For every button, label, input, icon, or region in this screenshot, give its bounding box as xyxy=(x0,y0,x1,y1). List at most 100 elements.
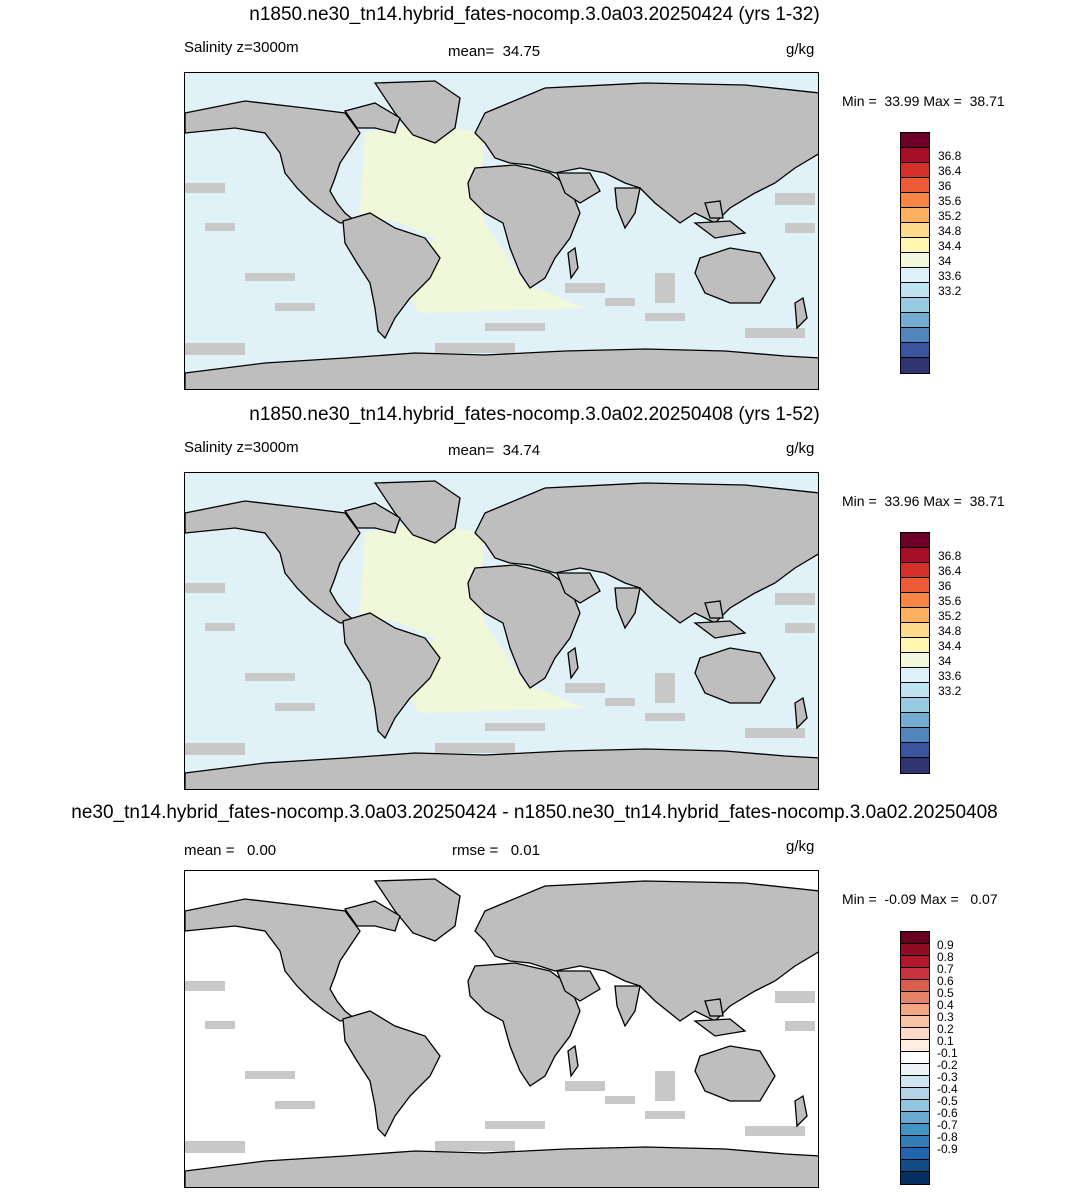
shallow-shelf-patch xyxy=(745,328,805,338)
land-mass xyxy=(185,1146,818,1187)
colorbar-tick-label: -0.3 xyxy=(937,1070,958,1084)
colorbar-tick-label: -0.7 xyxy=(937,1118,958,1132)
colorbar-swatch xyxy=(901,608,929,623)
colorbar-tick-label: 36 xyxy=(938,579,952,593)
colorbar-swatch xyxy=(901,623,929,638)
colorbar-tick-label: -0.8 xyxy=(937,1130,958,1144)
colorbar-swatch xyxy=(901,283,929,298)
colorbar-tick-label: 36 xyxy=(938,179,952,193)
shallow-shelf-patch xyxy=(655,1071,675,1101)
shallow-shelf-patch xyxy=(745,728,805,738)
shallow-shelf-patch xyxy=(785,1021,815,1031)
colorbar-swatch xyxy=(901,713,929,728)
colorbar-tick-label: 36.4 xyxy=(938,164,962,178)
land-mass xyxy=(704,200,724,219)
shallow-shelf-patch xyxy=(655,673,675,703)
colorbar-swatch xyxy=(901,968,929,980)
land-mass xyxy=(693,620,747,639)
shallow-shelf-patch xyxy=(205,223,235,231)
shallow-shelf-patch xyxy=(565,1081,605,1091)
shallow-shelf-patch xyxy=(275,703,315,711)
colorbar-swatch xyxy=(901,298,929,313)
min-max-label: Min = 33.99 Max = 38.71 xyxy=(842,93,1005,109)
shallow-shelf-patch xyxy=(645,313,685,321)
land-mass xyxy=(567,1044,579,1078)
colorbar xyxy=(900,532,930,774)
colorbar-tick-label: 0.7 xyxy=(937,962,954,976)
panel-title: n1850.ne30_tn14.hybrid_fates-nocomp.3.0a… xyxy=(249,4,820,25)
world-map-svg xyxy=(185,871,818,1187)
colorbar-swatch xyxy=(901,563,929,578)
shallow-shelf-patch xyxy=(775,593,815,605)
colorbar-swatch xyxy=(901,1112,929,1124)
shallow-shelf-patch xyxy=(605,298,635,306)
land-mass xyxy=(567,246,579,280)
colorbar-tick-label: 0.4 xyxy=(937,998,954,1012)
world-map-svg xyxy=(185,473,818,789)
land-mass xyxy=(474,82,818,224)
colorbar-swatch xyxy=(901,653,929,668)
shallow-shelf-patch xyxy=(775,991,815,1003)
rmse-label: rmse = 0.01 xyxy=(452,842,540,859)
colorbar-tick-label: 35.6 xyxy=(938,194,962,208)
colorbar-tick-label: 35.2 xyxy=(938,609,962,623)
colorbar-swatch xyxy=(901,1148,929,1160)
units-label: g/kg xyxy=(786,440,815,457)
colorbar-swatch xyxy=(901,313,929,328)
shallow-shelf-patch xyxy=(185,743,245,755)
shallow-shelf-patch xyxy=(205,623,235,631)
shallow-shelf-patch xyxy=(435,343,515,353)
land-mass xyxy=(474,482,818,624)
colorbar-swatch xyxy=(901,1040,929,1052)
world-map-svg xyxy=(185,73,818,389)
colorbar-tick-label: -0.2 xyxy=(937,1058,958,1072)
mean-label: mean= 34.74 xyxy=(448,442,541,459)
shallow-shelf-patch xyxy=(485,323,545,331)
variable-label: Salinity z=3000m xyxy=(184,439,299,456)
colorbar-tick-label: -0.4 xyxy=(937,1082,958,1096)
colorbar-tick-label: 33.2 xyxy=(938,284,962,298)
mean-label: mean= 34.75 xyxy=(448,43,541,60)
colorbar-tick-label: 34.4 xyxy=(938,239,962,253)
colorbar-tick-label: 34 xyxy=(938,654,952,668)
shallow-shelf-patch xyxy=(435,743,515,753)
map-panel-2: n1850.ne30_tn14.hybrid_fates-nocomp.3.0a… xyxy=(0,400,1069,800)
land-mass xyxy=(556,572,601,604)
land-mass xyxy=(556,970,601,1002)
colorbar-tick-label: -0.9 xyxy=(937,1142,958,1156)
colorbar-swatch xyxy=(901,1064,929,1076)
colorbar-swatch xyxy=(901,1136,929,1148)
colorbar-swatch xyxy=(901,728,929,743)
land-mass xyxy=(694,647,776,704)
colorbar-swatch xyxy=(901,133,929,148)
shallow-shelf-patch xyxy=(645,713,685,721)
colorbar-swatch xyxy=(901,944,929,956)
colorbar-swatch xyxy=(901,193,929,208)
colorbar-swatch xyxy=(901,178,929,193)
shallow-shelf-patch xyxy=(435,1141,515,1151)
land-mass xyxy=(794,296,808,330)
colorbar-tick-label: 34.4 xyxy=(938,639,962,653)
colorbar-swatch xyxy=(901,328,929,343)
colorbar-tick-label: 34.8 xyxy=(938,224,962,238)
colorbar-swatch xyxy=(901,548,929,563)
colorbar-swatch xyxy=(901,698,929,713)
colorbar-tick-label: -0.5 xyxy=(937,1094,958,1108)
variable-label: Salinity z=3000m xyxy=(184,39,299,56)
salinity-map xyxy=(184,472,819,790)
land-mass xyxy=(694,247,776,304)
colorbar-tick-label: 36.4 xyxy=(938,564,962,578)
colorbar-swatch xyxy=(901,208,929,223)
shallow-shelf-patch xyxy=(775,193,815,205)
shallow-shelf-patch xyxy=(745,1126,805,1136)
colorbar-swatch xyxy=(901,1016,929,1028)
land-mass xyxy=(343,102,401,134)
colorbar-swatch xyxy=(901,1076,929,1088)
colorbar xyxy=(900,132,930,374)
colorbar-tick-label: 0.3 xyxy=(937,1010,954,1024)
colorbar-swatch xyxy=(901,148,929,163)
land-mass xyxy=(185,348,818,389)
land-mass xyxy=(614,985,641,1028)
land-mass xyxy=(794,1094,808,1128)
shallow-shelf-patch xyxy=(185,183,225,193)
